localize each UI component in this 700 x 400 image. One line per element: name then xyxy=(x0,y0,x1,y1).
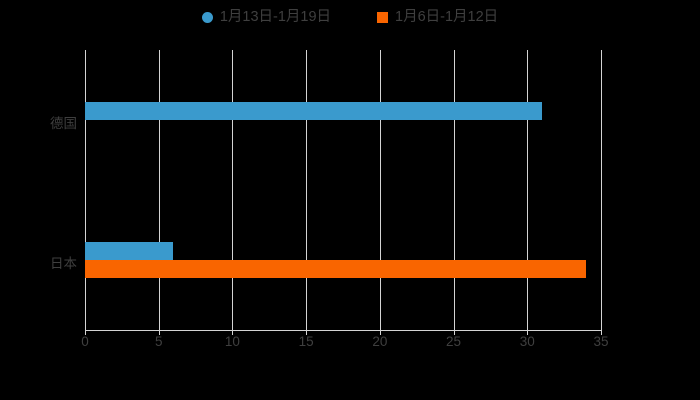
x-tick-label-10: 10 xyxy=(224,334,240,349)
legend-item-0[interactable]: 1月13日-1月19日 xyxy=(201,8,332,25)
x-tick-label-25: 25 xyxy=(446,334,462,349)
gridline-x-20 xyxy=(379,50,381,330)
legend-marker-square-icon xyxy=(377,11,389,23)
x-tick-label-0: 0 xyxy=(81,334,89,349)
x-tick-label-15: 15 xyxy=(298,334,314,349)
x-tick-mark-35 xyxy=(601,330,602,335)
gridline-x-5 xyxy=(158,50,160,330)
x-tick-label-35: 35 xyxy=(593,334,609,349)
gridline-x-0 xyxy=(85,50,86,330)
plot-area xyxy=(85,50,602,330)
x-tick-mark-0 xyxy=(85,330,86,335)
x-tick-mark-5 xyxy=(158,330,160,335)
x-tick-label-20: 20 xyxy=(372,334,388,349)
legend-marker-circle-icon xyxy=(201,11,213,23)
gridline-x-10 xyxy=(232,50,234,330)
gridline-x-15 xyxy=(306,50,308,330)
x-axis-line xyxy=(85,330,602,331)
x-tick-label-5: 5 xyxy=(154,334,163,349)
gridline-x-35 xyxy=(601,50,602,330)
bar-1-1[interactable] xyxy=(85,260,587,278)
bar-0-0[interactable] xyxy=(85,102,543,120)
x-tick-mark-20 xyxy=(379,330,381,335)
x-tick-label-30: 30 xyxy=(519,334,535,349)
bar-1-0[interactable] xyxy=(85,242,174,260)
y-axis-category-label-1: 日本 xyxy=(50,256,77,271)
gridline-x-25 xyxy=(453,50,455,330)
legend-item-1[interactable]: 1月6日-1月12日 xyxy=(377,8,499,25)
chart-legend: 1月13日-1月19日 1月6日-1月12日 xyxy=(0,4,700,30)
gridline-x-30 xyxy=(527,50,529,330)
x-tick-mark-25 xyxy=(453,330,455,335)
x-tick-mark-30 xyxy=(527,330,529,335)
y-axis-category-label-0: 德国 xyxy=(50,116,77,131)
legend-label-0: 1月13日-1月19日 xyxy=(219,8,332,25)
x-tick-mark-10 xyxy=(232,330,234,335)
x-tick-mark-15 xyxy=(306,330,308,335)
legend-label-1: 1月6日-1月12日 xyxy=(395,8,499,25)
